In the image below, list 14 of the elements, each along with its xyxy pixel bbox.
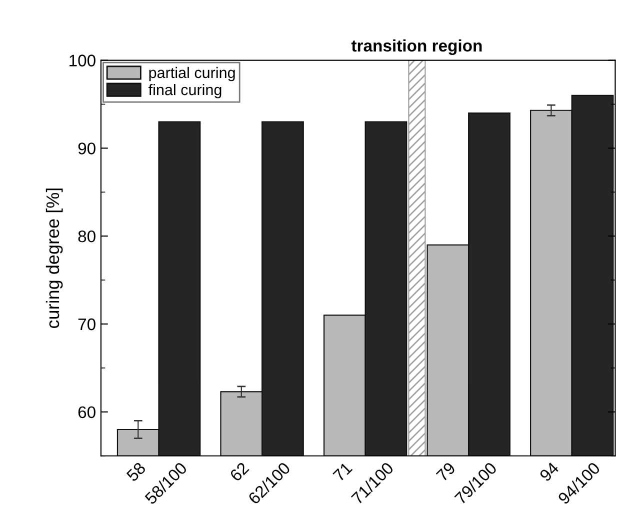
x-tick-label: 58 (126, 462, 146, 482)
legend-label: partial curing (149, 66, 235, 82)
x-tick-label: 62 (229, 462, 250, 482)
x-tick-label: 71 (332, 462, 353, 482)
legend-label: final curing (148, 84, 222, 98)
y-tick-label: 100 (70, 54, 96, 66)
x-tick-label: 79 (436, 462, 456, 482)
y-tick-label: 80 (78, 230, 96, 242)
y-tick-label: 60 (78, 406, 96, 418)
y-tick-label: 70 (78, 318, 96, 330)
y-axis-title: curing degree [%] (46, 188, 63, 328)
y-tick-label: 90 (78, 142, 96, 154)
band-label: transition region (351, 39, 482, 55)
x-tick-label: 94 (538, 461, 560, 482)
